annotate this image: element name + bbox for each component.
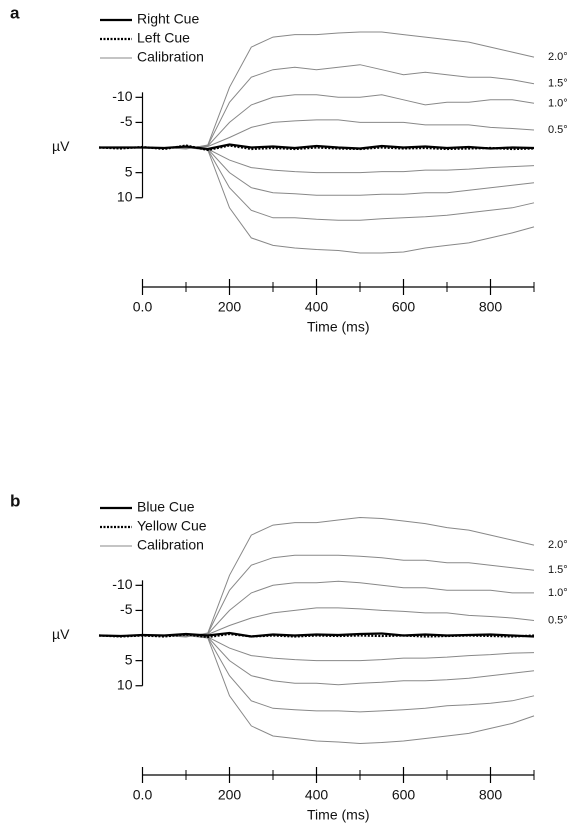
legend-label: Calibration	[137, 537, 204, 553]
cue-line	[98, 632, 535, 639]
x-tick-label: 600	[392, 299, 416, 315]
y-axis-label: µV	[52, 138, 70, 154]
x-tick-label: 0.0	[133, 787, 153, 803]
y-tick-label: -5	[120, 601, 133, 617]
legend-label: Left Cue	[137, 30, 190, 46]
calibration-line	[99, 635, 535, 745]
x-tick-label: 800	[479, 299, 503, 315]
x-axis-label: Time (ms)	[307, 807, 369, 823]
legend-label: Yellow Cue	[137, 518, 207, 534]
calibration-line	[99, 516, 535, 638]
x-tick-label: 400	[305, 299, 329, 315]
x-tick-label: 0.0	[133, 299, 153, 315]
calibration-line	[99, 147, 535, 254]
calibration-label: 0.5°	[548, 614, 568, 626]
calibration-line	[99, 64, 535, 150]
calibration-line	[99, 119, 535, 148]
y-tick-label: -5	[120, 113, 133, 129]
calibration-line	[99, 635, 535, 713]
panel-label: a	[10, 3, 20, 22]
y-tick-label: -10	[112, 576, 132, 592]
calibration-label: 1.0°	[548, 97, 568, 109]
calibration-line	[99, 94, 535, 149]
calibration-line	[99, 635, 535, 662]
calibration-label: 0.5°	[548, 124, 568, 136]
calibration-label: 1.5°	[548, 564, 568, 576]
x-tick-label: 600	[392, 787, 416, 803]
calibration-label: 2.0°	[548, 539, 568, 551]
legend-label: Calibration	[137, 49, 204, 65]
x-tick-label: 800	[479, 787, 503, 803]
calibration-label: 1.0°	[548, 587, 568, 599]
y-tick-label: -10	[112, 88, 132, 104]
calibration-line	[99, 147, 535, 174]
calibration-line	[99, 580, 534, 637]
x-tick-label: 400	[305, 787, 329, 803]
calibration-line	[99, 147, 535, 221]
calibration-label: 1.5°	[548, 78, 568, 90]
y-tick-label: 5	[125, 651, 133, 667]
y-tick-label: 10	[117, 676, 133, 692]
cue-line	[98, 144, 535, 152]
panel-label: b	[10, 491, 20, 510]
calibration-line	[99, 607, 535, 636]
y-tick-label: 5	[125, 163, 133, 179]
legend-label: Right Cue	[137, 11, 199, 27]
cue-line	[99, 143, 535, 151]
x-axis-label: Time (ms)	[307, 319, 369, 335]
legend-label: Blue Cue	[137, 499, 195, 515]
y-axis-label: µV	[52, 626, 70, 642]
x-tick-label: 200	[218, 299, 242, 315]
x-tick-label: 200	[218, 787, 242, 803]
calibration-label: 2.0°	[548, 51, 568, 63]
y-tick-label: 10	[117, 188, 133, 204]
calibration-line	[99, 147, 535, 196]
calibration-line	[99, 554, 535, 638]
